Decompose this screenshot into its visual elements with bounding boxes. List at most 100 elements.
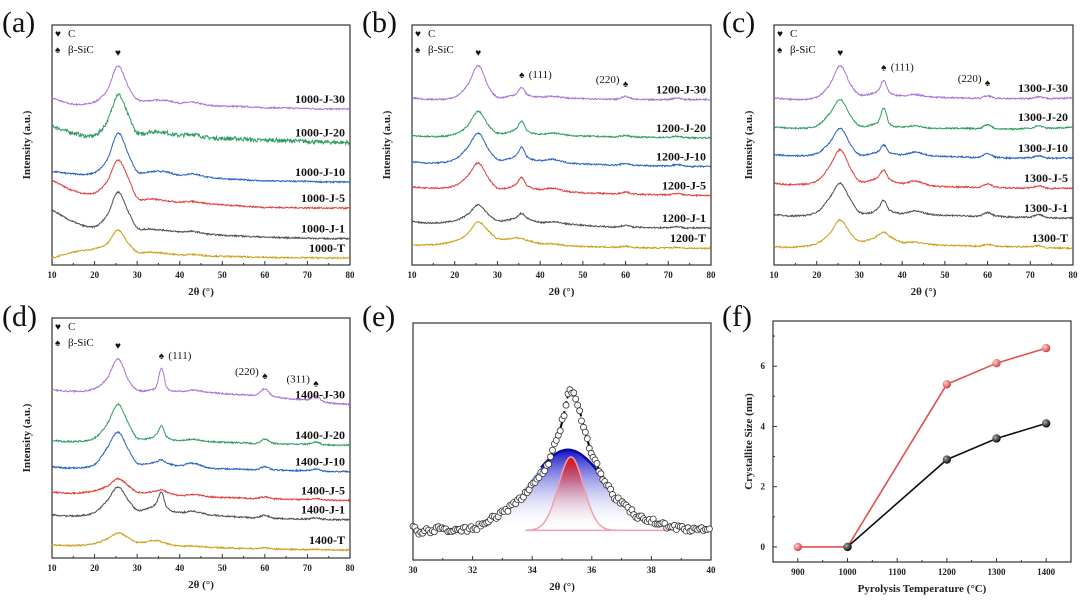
- series-line-1300-T: [774, 218, 1074, 250]
- x-axis-label: Pyrolysis Temperature (°C): [858, 583, 987, 595]
- x-tick-label: 34: [528, 565, 538, 575]
- heart-icon: ♥: [415, 29, 421, 40]
- legend-label: C: [790, 28, 797, 40]
- x-tick-label: 1400: [1037, 567, 1056, 577]
- x-tick-label: 50: [940, 270, 950, 280]
- x-tick-label: 60: [983, 270, 993, 280]
- peak-label: (311): [287, 373, 311, 385]
- x-tick-label: 60: [621, 270, 631, 280]
- fit-component-broad: [472, 449, 711, 531]
- fit-component-narrow: [525, 456, 678, 532]
- observed-point: [556, 427, 564, 435]
- series-label: 1300-J-1: [1024, 201, 1068, 215]
- series-label: 1200-J-1: [662, 211, 706, 225]
- x-tick-label: 60: [260, 563, 270, 573]
- observed-point: [574, 401, 581, 409]
- spade-icon: ♠: [55, 338, 61, 349]
- series-label: 1000-J-5: [301, 191, 345, 205]
- heart-icon: ♥: [115, 341, 121, 352]
- series-line-1000-J-30: [51, 65, 351, 111]
- observed-point: [582, 428, 589, 436]
- observed-point: [549, 446, 556, 454]
- x-tick-label: 40: [707, 565, 717, 575]
- x-axis-label: 2θ (°): [188, 579, 214, 591]
- x-tick-label: 80: [707, 270, 717, 280]
- heart-icon: ♥: [777, 29, 783, 40]
- x-tick-label: 10: [408, 270, 418, 280]
- x-tick-label: 1000: [839, 567, 858, 577]
- observed-point: [545, 460, 552, 468]
- observed-point: [597, 470, 605, 478]
- series-label: 1200-J-10: [656, 150, 706, 164]
- series-line-1000-J-5: [51, 158, 351, 210]
- x-tick-label: 20: [812, 270, 822, 280]
- spade-icon: ♠: [262, 371, 268, 382]
- y-axis-label: Intensity (a.u.): [743, 110, 755, 179]
- series-line-1000-J-20: [51, 93, 350, 147]
- series-line-1000-T: [51, 228, 351, 260]
- spade-icon: ♠: [313, 378, 319, 389]
- observed-point: [583, 435, 591, 443]
- peak-label: (111): [168, 350, 191, 362]
- series-line-1300-J-20: [773, 98, 1074, 131]
- x-axis-label: 2θ (°): [549, 286, 575, 298]
- data-point: [843, 542, 852, 552]
- x-tick-label: 30: [409, 565, 419, 575]
- observed-point: [560, 412, 568, 420]
- series-label: 1300-J-30: [1018, 81, 1068, 95]
- y-axis-label: Intensity (a.u.): [21, 110, 33, 179]
- legend-label: C: [428, 28, 435, 40]
- series-label: 1400-J-10: [295, 455, 345, 469]
- peak-label: (220): [235, 366, 259, 378]
- x-tick-label: 38: [647, 565, 657, 575]
- series-line-1200-T: [411, 221, 712, 250]
- series-line-1000-J-1: [51, 190, 351, 241]
- x-tick-label: 70: [303, 270, 313, 280]
- panel-label: (a): [2, 6, 35, 39]
- observed-point: [706, 525, 713, 533]
- peak-label: (111): [891, 62, 914, 74]
- x-axis-label: 2θ (°): [549, 581, 575, 593]
- spade-icon: ♠: [55, 45, 61, 56]
- series-line-1200-J-10: [411, 132, 711, 169]
- peak-label: (111): [529, 69, 552, 81]
- legend-label: β-SiC: [790, 44, 816, 56]
- series-label: 1200-J-30: [656, 82, 706, 96]
- series-label: 1400-J-5: [301, 483, 345, 497]
- series-line-1200-J-20: [411, 110, 712, 140]
- y-tick-label: 4: [761, 421, 766, 431]
- series-label: 1000-T: [309, 241, 345, 255]
- series-label: 1400-J-20: [295, 428, 345, 442]
- x-tick-label: 80: [346, 563, 356, 573]
- legend-label: β-SiC: [68, 337, 94, 349]
- y-axis-label: Intensity (a.u.): [381, 110, 393, 179]
- observed-point: [504, 507, 512, 515]
- legend-label: β-SiC: [68, 44, 94, 56]
- x-tick-label: 20: [90, 270, 100, 280]
- series-label: 1400-T: [309, 533, 345, 547]
- x-tick-label: 50: [218, 563, 228, 573]
- spade-icon: ♠: [519, 70, 525, 81]
- series-line: [797, 347, 1047, 548]
- panel-label: (d): [2, 300, 37, 333]
- x-tick-label: 32: [468, 565, 478, 575]
- x-tick-label: 40: [175, 563, 185, 573]
- series-label: 1300-J-10: [1018, 141, 1068, 155]
- observed-point: [593, 459, 601, 467]
- data-point: [793, 542, 803, 552]
- x-tick-label: 40: [898, 270, 908, 280]
- series-label: 1300-J-20: [1018, 110, 1068, 124]
- series-label: 1000-J-10: [295, 165, 345, 179]
- x-tick-label: 80: [1069, 270, 1079, 280]
- data-point: [1041, 343, 1051, 353]
- series-line-1300-J-30: [773, 64, 1074, 102]
- spade-icon: ♠: [415, 45, 421, 56]
- series-line: [846, 422, 1047, 548]
- series-line-1400-J-30: [51, 357, 351, 407]
- y-tick-label: 6: [761, 361, 766, 371]
- observed-point: [578, 417, 585, 425]
- plot-frame: [772, 320, 1072, 563]
- data-point: [992, 434, 1001, 443]
- x-tick-label: 60: [260, 270, 270, 280]
